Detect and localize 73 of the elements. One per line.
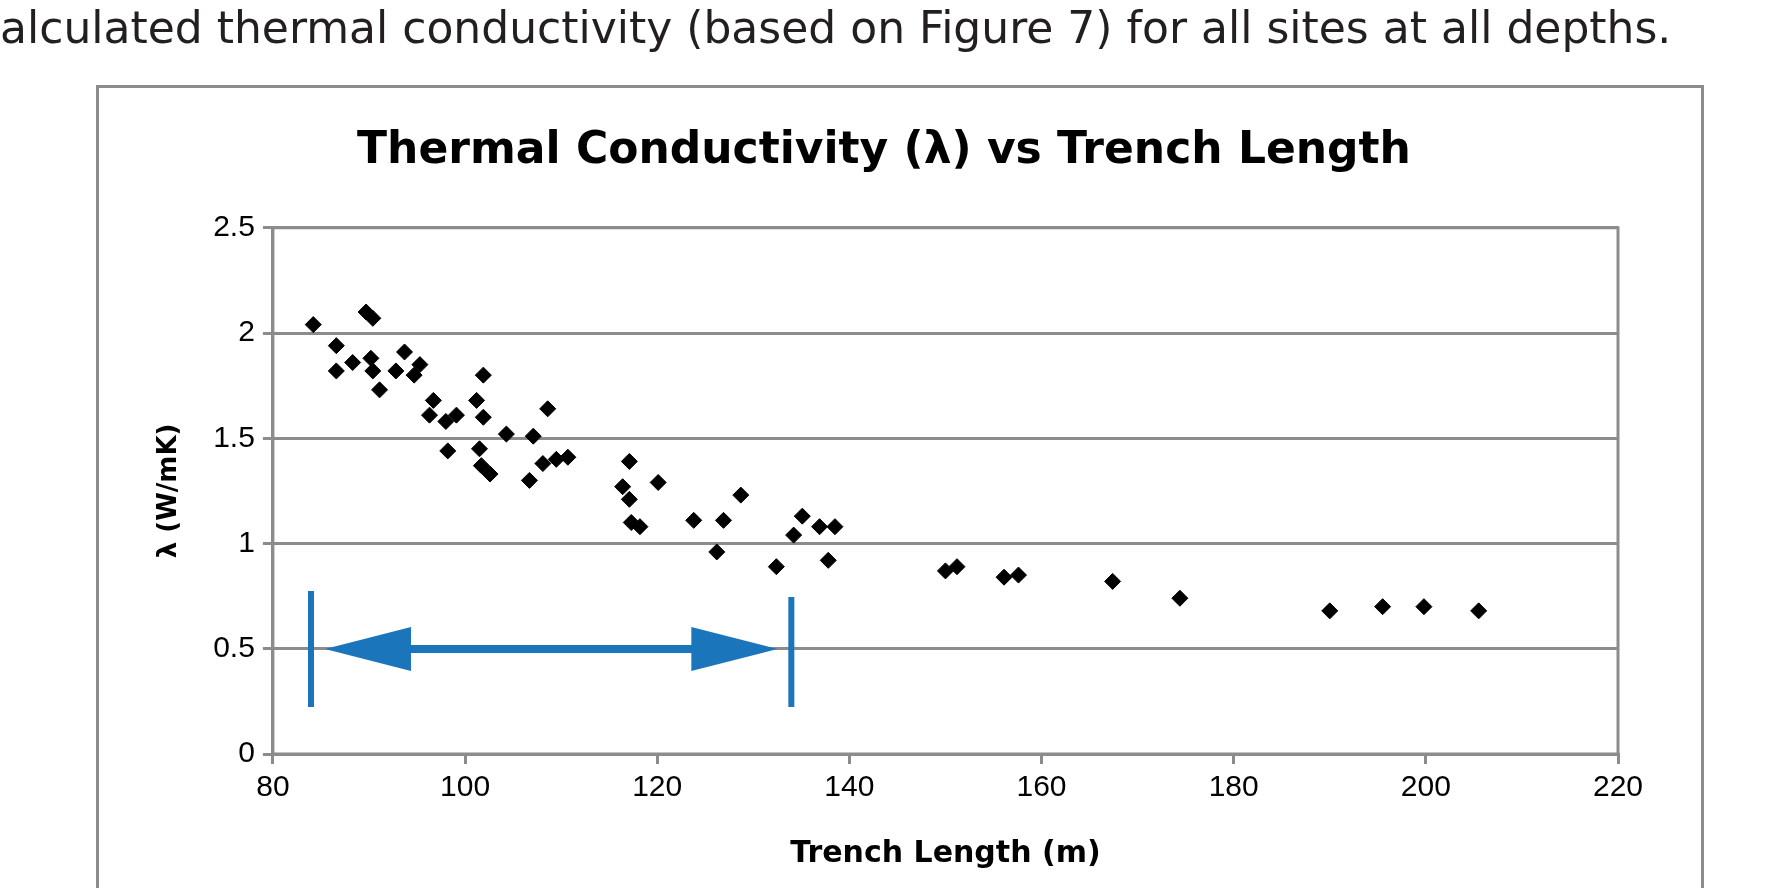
y-tick-label: 2 bbox=[238, 314, 255, 348]
point bbox=[539, 400, 557, 418]
point bbox=[520, 471, 538, 489]
point bbox=[344, 354, 362, 372]
point bbox=[364, 362, 382, 380]
point bbox=[421, 406, 439, 424]
x-tick-label: 140 bbox=[824, 769, 875, 803]
point bbox=[396, 343, 414, 361]
point bbox=[948, 558, 966, 576]
point bbox=[1321, 602, 1339, 620]
x-tick-label: 160 bbox=[1016, 769, 1067, 803]
x-tick-label: 200 bbox=[1400, 769, 1451, 803]
chart-title: Thermal Conductivity (λ) vs Trench Length bbox=[357, 121, 1411, 173]
point bbox=[437, 412, 455, 430]
point bbox=[364, 309, 382, 327]
y-tick-label: 1 bbox=[238, 524, 255, 558]
y-tick-label: 1.5 bbox=[213, 419, 255, 453]
point bbox=[447, 406, 465, 424]
point bbox=[534, 455, 552, 473]
point bbox=[826, 518, 844, 536]
point bbox=[411, 356, 429, 374]
point bbox=[708, 543, 726, 561]
y-tick-label: 2.5 bbox=[213, 209, 255, 243]
x-tick-label: 80 bbox=[256, 769, 290, 803]
point bbox=[620, 490, 638, 508]
point bbox=[715, 511, 733, 529]
x-tick-label: 180 bbox=[1208, 769, 1259, 803]
point bbox=[1171, 589, 1189, 607]
point bbox=[474, 366, 492, 384]
point bbox=[371, 381, 389, 399]
point bbox=[472, 457, 490, 475]
point bbox=[995, 568, 1013, 586]
point bbox=[649, 473, 667, 491]
x-axis-title: Trench Length (m) bbox=[790, 833, 1101, 869]
x-tick-label: 220 bbox=[1592, 769, 1644, 803]
point bbox=[811, 518, 829, 536]
point bbox=[1104, 572, 1122, 590]
point bbox=[936, 562, 954, 580]
point bbox=[767, 558, 785, 576]
point bbox=[1470, 602, 1488, 620]
point bbox=[424, 391, 442, 409]
point bbox=[468, 391, 486, 409]
point bbox=[387, 362, 405, 380]
y-tick-label: 0 bbox=[238, 735, 255, 769]
point bbox=[620, 452, 638, 470]
point bbox=[327, 362, 345, 380]
point bbox=[439, 442, 457, 460]
y-axis-title: λ (W/mK) bbox=[152, 423, 183, 559]
point bbox=[547, 450, 565, 468]
point bbox=[497, 425, 515, 443]
point bbox=[304, 316, 322, 334]
point bbox=[1415, 598, 1433, 616]
point bbox=[793, 507, 811, 525]
x-tick-label: 100 bbox=[440, 769, 491, 803]
text: alculated thermal conductivity (based on Figure 7) for all sites at all depths. bbox=[0, 2, 1672, 53]
point bbox=[362, 349, 380, 367]
point bbox=[685, 511, 703, 529]
x-tick-label: 120 bbox=[632, 769, 683, 803]
point bbox=[631, 518, 649, 536]
point bbox=[405, 366, 423, 384]
y-tick-label: 0.5 bbox=[213, 630, 255, 664]
point bbox=[481, 465, 499, 483]
point bbox=[474, 408, 492, 426]
point bbox=[614, 478, 632, 496]
point bbox=[559, 448, 577, 466]
point bbox=[470, 440, 488, 458]
point bbox=[524, 427, 542, 445]
point bbox=[819, 551, 837, 569]
point bbox=[1374, 598, 1392, 616]
point bbox=[785, 526, 803, 544]
point bbox=[732, 486, 750, 504]
point bbox=[327, 337, 345, 355]
point bbox=[1009, 566, 1027, 584]
